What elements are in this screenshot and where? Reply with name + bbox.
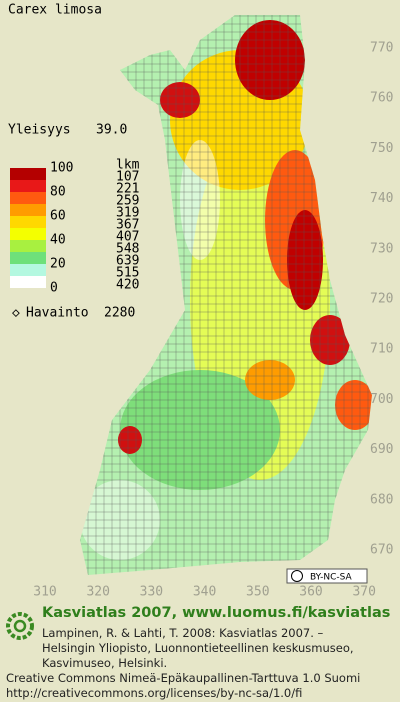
legend-swatch — [10, 228, 46, 240]
legend-swatch — [10, 276, 46, 288]
northing-label: 730 — [370, 241, 393, 256]
scale-label: 40 — [50, 233, 66, 248]
easting-label: 370 — [352, 585, 375, 600]
legend-swatch — [10, 252, 46, 264]
legend-swatch — [10, 204, 46, 216]
legend-swatch — [10, 192, 46, 204]
citation-line: Kasvimuseo, Helsinki. — [42, 656, 167, 670]
scale-label: 80 — [50, 185, 66, 200]
northing-label: 710 — [370, 342, 393, 357]
easting-label: 310 — [33, 585, 56, 600]
citation-line: Lampinen, R. & Lahti, T. 2008: Kasviatla… — [42, 626, 324, 640]
count-label: 639 — [116, 254, 139, 269]
northing-label: 740 — [370, 191, 393, 206]
license-line: Creative Commons Nimeä-Epäkaupallinen-Ta… — [6, 671, 360, 685]
easting-label: 330 — [140, 585, 163, 600]
scale-label: 100 — [50, 161, 73, 176]
scale-label: 0 — [50, 281, 58, 296]
scale-label: 20 — [50, 257, 66, 272]
northing-label: 670 — [370, 543, 393, 558]
northing-label: 770 — [370, 41, 393, 56]
count-label: 221 — [116, 182, 139, 197]
count-label: 367 — [116, 218, 139, 233]
easting-label: 350 — [246, 585, 269, 600]
legend-swatch — [10, 240, 46, 252]
legend-swatch — [10, 180, 46, 192]
license-line: http://creativecommons.org/licenses/by-n… — [6, 686, 302, 700]
cc-badge: BY-NC-SA — [286, 568, 368, 584]
northing-label: 720 — [370, 292, 393, 307]
scale-label: 60 — [50, 209, 66, 224]
count-label: 407 — [116, 230, 139, 245]
northing-label: 680 — [370, 492, 393, 507]
legend-swatch — [10, 216, 46, 228]
title: Carex limosa — [8, 3, 102, 18]
logo — [6, 612, 34, 640]
footer-heading: Kasviatlas 2007, www.luomus.fi/kasviatla… — [42, 605, 390, 621]
northing-label: 700 — [370, 392, 393, 407]
legend-swatch — [10, 168, 46, 180]
frequency-label: Yleisyys — [8, 123, 71, 138]
observation-label: Havainto — [26, 306, 89, 321]
easting-label: 340 — [193, 585, 216, 600]
observation-symbol: ◇ — [12, 306, 20, 321]
observation-count: 2280 — [104, 306, 135, 321]
northing-label: 760 — [370, 91, 393, 106]
count-label: 515 — [116, 266, 139, 281]
legend-swatch — [10, 264, 46, 276]
count-label: 420 — [116, 278, 139, 293]
easting-label: 360 — [299, 585, 322, 600]
count-header: lkm — [116, 158, 140, 173]
northing-label: 750 — [370, 141, 393, 156]
citation-line: Helsingin Yliopisto, Luonnontieteellinen… — [42, 641, 354, 655]
count-label: 319 — [116, 206, 139, 221]
easting-label: 320 — [86, 585, 109, 600]
count-label: 107 — [116, 170, 139, 185]
count-label: 548 — [116, 242, 139, 257]
northing-label: 690 — [370, 442, 393, 457]
count-label: 259 — [116, 194, 139, 209]
badge-text: BY-NC-SA — [310, 573, 353, 583]
frequency-value: 39.0 — [96, 123, 127, 138]
